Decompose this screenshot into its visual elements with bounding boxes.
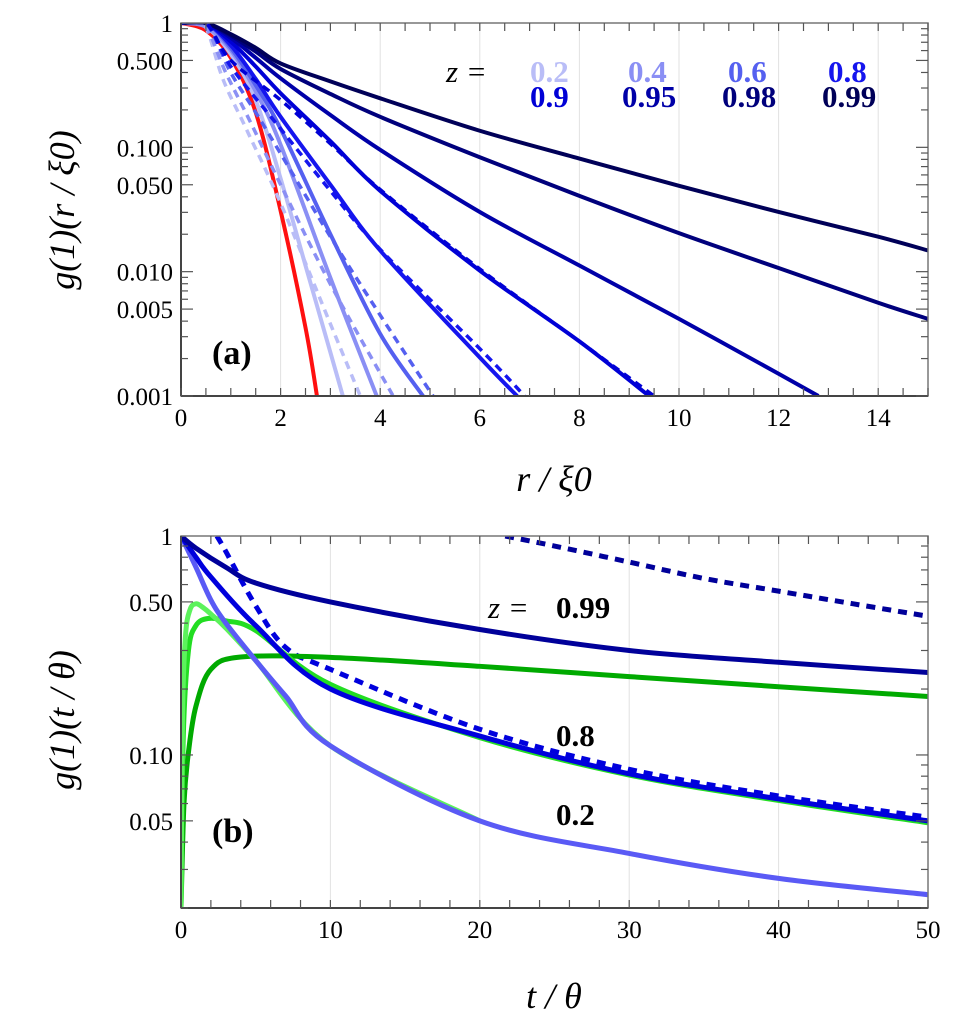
series-line-0.9-dashed xyxy=(181,23,656,396)
series-line-0.99-dashed xyxy=(504,536,928,619)
legend-label-0.6: 0.6 xyxy=(728,54,767,89)
series-line-0.2-dashed xyxy=(181,23,362,396)
series-line-0.2-solid xyxy=(181,536,928,898)
panel-b-xlabel: t / θ xyxy=(526,976,582,1016)
panel-a-ylabel: g(1)(r / ξ0) xyxy=(42,130,82,289)
x-tick-label: 50 xyxy=(916,917,941,944)
x-tick-label: 8 xyxy=(573,405,586,432)
annotation-z-0.99: 0.99 xyxy=(556,590,610,625)
y-tick-label: 0.05 xyxy=(129,809,173,836)
legend-label-0.2: 0.2 xyxy=(530,54,569,89)
legend-label-0.9: 0.9 xyxy=(530,79,569,114)
y-tick-label: 0.500 xyxy=(117,48,173,75)
x-tick-label: 30 xyxy=(617,917,642,944)
series-line-0.8-solid xyxy=(181,536,928,824)
y-tick-label: 0.10 xyxy=(129,743,173,770)
annotation-z-prefix: z = xyxy=(487,590,529,625)
panel-a-legend: z = 0.2 0.4 0.6 0.8 0.9 0.95 0.98 0.99 xyxy=(445,54,876,114)
series-line-0.95-solid xyxy=(181,23,820,396)
legend-prefix: z = xyxy=(445,54,487,89)
series-line-0.4-dashed xyxy=(181,23,395,396)
series-line-green-dark-solid xyxy=(181,653,928,908)
x-tick-label: 12 xyxy=(766,405,791,432)
x-tick-label: 10 xyxy=(318,917,343,944)
series-line-0.99-solid xyxy=(181,23,928,253)
legend-label-0.99: 0.99 xyxy=(822,79,876,114)
series-line-0.8-dashed xyxy=(214,536,928,820)
legend-label-0.8: 0.8 xyxy=(828,54,867,89)
x-tick-label: 0 xyxy=(175,405,188,432)
panel-a-label: (a) xyxy=(212,335,252,372)
annotation-z-0.2: 0.2 xyxy=(556,797,595,832)
legend-label-0.95: 0.95 xyxy=(622,79,676,114)
y-tick-label: 0.010 xyxy=(117,260,173,287)
series-group xyxy=(181,23,928,396)
y-tick-label: 0.050 xyxy=(117,173,173,200)
y-tick-label: 0.001 xyxy=(117,384,173,411)
legend-label-0.4: 0.4 xyxy=(628,54,667,89)
series-line-0.99-solid xyxy=(181,536,928,675)
x-tick-label: 10 xyxy=(667,405,692,432)
y-tick-label: 0.005 xyxy=(117,297,173,324)
series-group xyxy=(181,536,928,908)
x-tick-label: 4 xyxy=(374,405,387,432)
x-tick-label: 6 xyxy=(474,405,487,432)
y-tick-label: 0.100 xyxy=(117,135,173,162)
x-tick-label: 14 xyxy=(866,405,892,432)
x-tick-label: 0 xyxy=(175,917,188,944)
annotation-z-0.8: 0.8 xyxy=(556,718,595,753)
panel-b: 0 10 20 30 40 50 1 0.50 0.10 0.05 xyxy=(129,524,940,944)
panel-b-label: (b) xyxy=(212,813,254,850)
x-tick-label: 40 xyxy=(766,917,791,944)
x-tick-label: 20 xyxy=(467,917,492,944)
x-tick-label: 2 xyxy=(274,405,287,432)
legend-label-0.98: 0.98 xyxy=(722,79,776,114)
panel-b-ylabel: g(1)(t / θ) xyxy=(42,650,82,790)
y-tick-label: 1 xyxy=(161,11,174,38)
panel-a-xlabel: r / ξ0 xyxy=(516,459,591,499)
y-tick-label: 1 xyxy=(161,524,174,551)
y-tick-label: 0.50 xyxy=(129,590,173,617)
panel-a: 0 2 4 6 8 10 12 14 1 0.500 0.100 0.050 0.010 0.005 0.0… xyxy=(117,11,929,432)
